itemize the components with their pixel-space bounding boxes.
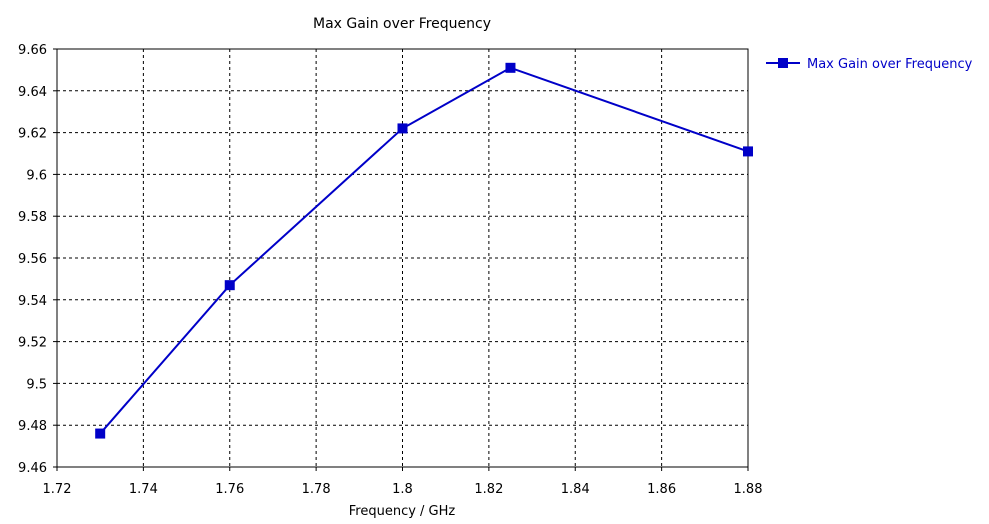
chart-title: Max Gain over Frequency bbox=[313, 16, 491, 32]
x-axis-label: Frequency / GHz bbox=[349, 504, 456, 519]
x-tick-label: 1.78 bbox=[302, 482, 331, 497]
x-tick-label: 1.72 bbox=[43, 482, 72, 497]
y-tick-label: 9.64 bbox=[18, 85, 47, 100]
y-tick-label: 9.56 bbox=[18, 252, 47, 267]
x-tick-label: 1.88 bbox=[734, 482, 763, 497]
data-point bbox=[505, 62, 516, 73]
y-tick-label: 9.66 bbox=[18, 43, 47, 58]
data-point bbox=[224, 280, 235, 291]
series-group bbox=[95, 62, 753, 439]
y-tick-label: 9.48 bbox=[18, 419, 47, 434]
x-axis: 1.72 1.74 1.76 1.78 1.8 1.82 1.84 1.86 1.88 bbox=[43, 467, 763, 497]
y-tick-label: 9.54 bbox=[18, 294, 47, 309]
data-point bbox=[397, 123, 408, 134]
x-tick-label: 1.8 bbox=[392, 482, 413, 497]
data-point bbox=[95, 428, 106, 439]
y-tick-label: 9.46 bbox=[18, 461, 47, 476]
legend-marker bbox=[778, 58, 788, 68]
legend-label: Max Gain over Frequency bbox=[807, 57, 973, 72]
y-axis: 9.66 9.64 9.62 9.6 9.58 9.56 9.54 9.52 9.5 9.48 9.… bbox=[18, 43, 57, 476]
x-tick-label: 1.74 bbox=[129, 482, 158, 497]
y-tick-label: 9.5 bbox=[26, 377, 47, 392]
legend: Max Gain over Frequency bbox=[766, 57, 973, 72]
x-tick-label: 1.86 bbox=[647, 482, 676, 497]
y-tick-label: 9.52 bbox=[18, 336, 47, 351]
grid bbox=[57, 49, 748, 467]
y-tick-label: 9.6 bbox=[26, 168, 47, 183]
y-tick-label: 9.62 bbox=[18, 127, 47, 142]
series-line bbox=[99, 66, 749, 435]
x-tick-label: 1.84 bbox=[561, 482, 590, 497]
x-tick-label: 1.76 bbox=[215, 482, 244, 497]
data-point bbox=[743, 146, 753, 157]
y-tick-label: 9.58 bbox=[18, 210, 47, 225]
x-tick-label: 1.82 bbox=[474, 482, 503, 497]
